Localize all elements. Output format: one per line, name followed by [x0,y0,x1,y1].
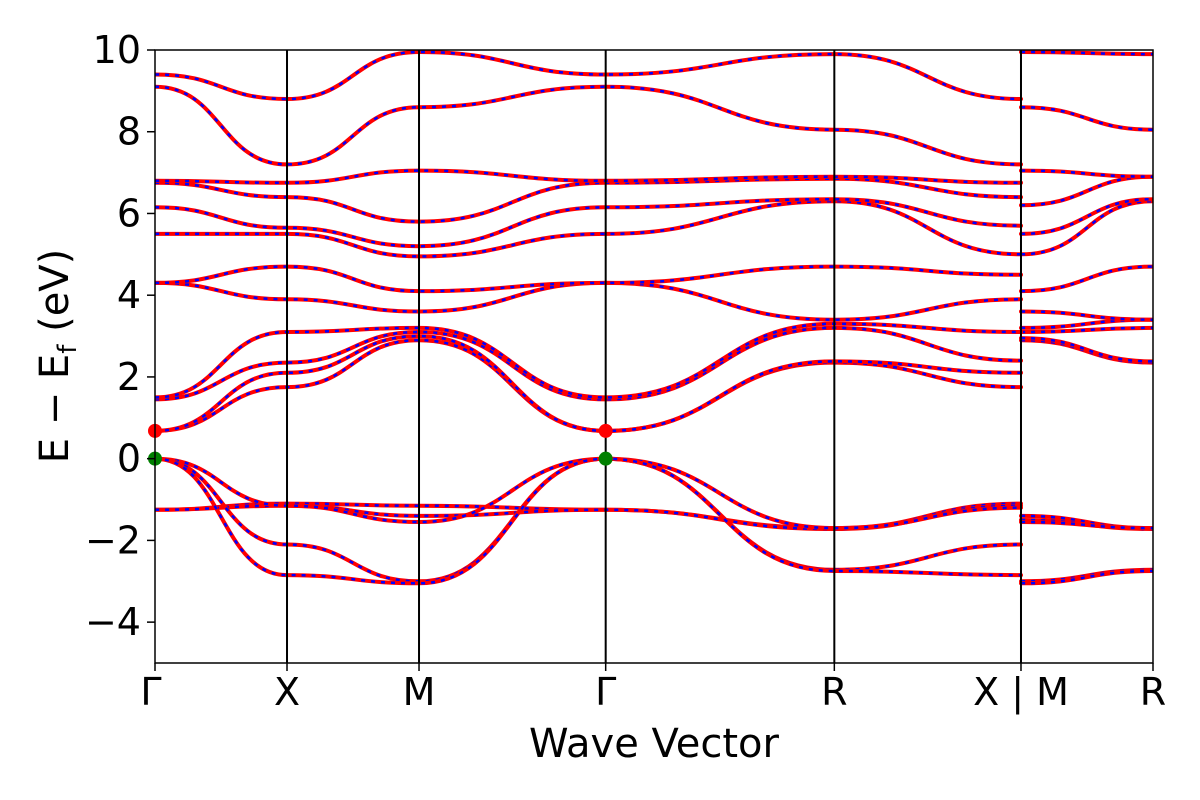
vbm-marker-2 [598,451,613,466]
band-v3-dashed-line [155,457,1153,530]
band-v5-line [155,456,1153,586]
band-c2 [155,334,1153,433]
y-tick-label: 6 [117,191,141,235]
cbm-marker-2 [598,423,613,438]
x-tick-label: Γ [140,670,161,714]
y-tick-label: −4 [85,600,141,644]
band-v4-dashed-line [155,457,1153,583]
band-c8-line [155,197,1153,249]
band-c9-dashed-line [155,175,1153,223]
band-v5-dashed-line [155,457,1153,585]
y-axis-title: E − Ef (eV) [32,249,83,464]
x-tick-label: R [1140,670,1166,714]
band-c6-dashed-line [155,265,1153,293]
plot-frame [154,49,1154,664]
band-c6 [155,264,1153,294]
band-c12-dashed-line [155,50,1153,101]
y-axis: −4 −2 0 2 4 6 8 10 [85,28,155,644]
y-tick-label: 2 [117,355,141,399]
band-v4-line [155,456,1153,584]
band-c8 [155,197,1153,249]
markers-layer [148,423,613,466]
y-tick-label: 0 [117,437,141,481]
band-c11-dashed-line [155,85,1153,166]
band-c5-dashed-line [155,281,1153,321]
x-tick-label: R [821,670,847,714]
x-tick-label: Γ [595,670,616,714]
y-tick-label: 8 [117,110,141,154]
band-v3-line [155,456,1153,531]
x-axis-title: Wave Vector [529,721,780,767]
y-tick-label: 4 [117,273,141,317]
band-c2-line [155,334,1153,433]
band-v3 [155,456,1153,531]
band-c10 [155,168,1153,185]
band-c5 [155,280,1153,322]
band-c3-dashed-line [155,326,1153,401]
y-axis-title-main: E − E [32,354,78,464]
y-tick-label: −2 [85,518,141,562]
x-axis: Γ X M Γ R X | M R [140,663,1166,715]
band-v5 [155,456,1153,586]
y-axis-title-unit: (eV) [32,249,78,345]
x-tick-label: M [403,670,436,714]
x-tick-label: X [274,670,300,714]
band-c10-line [155,168,1153,185]
band-c2-dashed-line [155,334,1153,433]
kpoint-lines [286,50,1022,663]
bands-layer [155,50,1153,586]
band-c11 [155,84,1153,167]
x-tick-label: X | M [973,670,1069,715]
band-c1 [155,338,1153,433]
band-c5-line [155,280,1153,322]
band-v4 [155,456,1153,584]
y-axis-title-subscript: f [53,344,83,354]
y-tick-label: 10 [93,28,141,72]
band-c8-dashed-line [155,197,1153,248]
